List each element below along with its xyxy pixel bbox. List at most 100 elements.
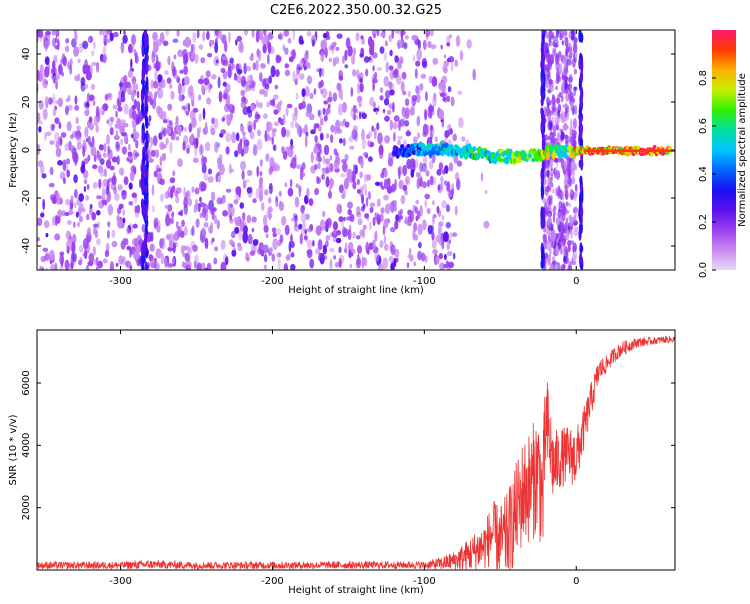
spectrogram-cell <box>89 207 93 216</box>
spectrogram-cell <box>128 43 133 54</box>
spectrogram-cell <box>413 261 417 267</box>
spectrogram-cell <box>554 43 559 48</box>
spectrogram-cell <box>456 160 463 167</box>
spectrogram-cell <box>54 233 61 241</box>
spectrogram-cell <box>347 209 352 216</box>
colorbar-tick-label: 0.8 <box>698 70 709 86</box>
spectrogram-cell <box>344 121 350 128</box>
spectrogram-cell <box>382 108 386 114</box>
spectrogram-cell <box>322 39 328 50</box>
spectrogram-cell <box>567 244 571 253</box>
spectrogram-cell <box>547 254 551 266</box>
spectrogram-cell <box>383 218 389 229</box>
spectrogram-cell <box>449 128 453 135</box>
spectrogram-cell <box>446 42 451 47</box>
spectrogram-streak <box>579 138 584 146</box>
spectrogram-cell <box>182 39 187 47</box>
spectrogram-cell <box>319 132 324 141</box>
spectrogram-cell <box>273 121 280 127</box>
spectrogram-cell <box>95 106 100 118</box>
spectrogram-cell <box>126 245 131 251</box>
spectrogram-cell <box>304 195 309 205</box>
snr-frame <box>36 329 676 571</box>
spectrogram-cell <box>347 45 353 57</box>
spectrogram-cell <box>260 250 265 257</box>
spectrogram-cell <box>191 186 195 193</box>
spectrogram-cell <box>165 234 172 240</box>
spectrogram-cell <box>97 165 104 174</box>
spectrogram-cell <box>441 81 446 94</box>
spectrogram-cell <box>551 182 554 188</box>
spectrogram-cell <box>342 161 348 173</box>
spectrogram-cell <box>390 244 396 256</box>
spectrogram-cell <box>561 40 565 46</box>
spectrogram-cell <box>48 182 55 188</box>
spectrogram-cell <box>563 255 567 263</box>
spectrogram-cell <box>573 230 579 237</box>
spectrogram-cell <box>229 206 235 217</box>
spectrogram-cell <box>61 71 64 77</box>
spectrogram-cell <box>37 217 43 227</box>
spectrogram-cell <box>571 253 576 265</box>
spectrogram-cell <box>59 138 63 146</box>
spectrogram-cell <box>210 127 216 136</box>
spectrogram-cell <box>442 231 449 243</box>
spectrogram-cell <box>77 221 81 228</box>
spectrogram-cell <box>549 132 555 137</box>
spectrogram-cell <box>564 79 568 90</box>
spectrogram-cell <box>376 66 383 72</box>
spectrogram-cell <box>184 253 191 263</box>
spectrogram-cell <box>175 187 182 194</box>
spectrogram-cell <box>167 246 174 252</box>
carrier-track-point <box>545 151 551 161</box>
spectrogram-cell <box>55 147 62 158</box>
spectrogram-cell <box>40 64 44 73</box>
spectrogram-cell <box>78 259 83 266</box>
spectrogram-cell <box>290 162 293 169</box>
spectrogram-heatmap <box>37 30 675 270</box>
spectrogram-streak <box>580 205 584 219</box>
spectrogram-cell <box>565 139 568 146</box>
spectrogram-cell <box>216 219 220 230</box>
spectrogram-cell <box>542 233 547 240</box>
spectrogram-cell <box>102 258 108 264</box>
spectrogram-cell <box>550 194 553 206</box>
spectrogram-cell <box>424 193 431 200</box>
spectrogram-cell <box>400 80 405 92</box>
spectrogram-cell <box>438 82 442 88</box>
spectrogram-cell <box>573 139 577 145</box>
spectrogram-cell <box>281 126 286 138</box>
spectrogram-cell <box>361 137 367 150</box>
spectrogram-cell <box>369 202 376 208</box>
spectrogram-cell <box>127 143 131 151</box>
spectrogram-streak <box>142 152 146 165</box>
spectrogram-cell <box>560 249 563 255</box>
spectrogram-cell <box>110 116 115 123</box>
spectrogram-cell <box>379 95 384 101</box>
spectrogram-cell <box>419 176 423 187</box>
spectrogram-cell <box>65 158 71 165</box>
spectrogram-cell <box>64 212 70 216</box>
spectrogram-cell <box>288 241 292 253</box>
spectrogram-cell <box>325 235 331 241</box>
spectrogram-cell <box>266 101 270 108</box>
spectrogram-cell <box>156 90 159 95</box>
spectrogram-cell <box>106 190 111 203</box>
spectrogram-cell <box>394 55 399 63</box>
spectrogram-cell <box>387 109 392 116</box>
spectrogram-cell <box>277 239 282 247</box>
spectrogram-cell <box>123 103 129 115</box>
spectrogram-cell <box>426 207 431 215</box>
spectrogram-cell <box>118 255 124 265</box>
spectrogram-cell <box>198 44 204 50</box>
spectrogram-cell <box>346 168 353 181</box>
spectrogram-cell <box>371 125 375 132</box>
spectrogram-cell <box>78 259 83 266</box>
spectrogram-cell <box>411 97 417 107</box>
spectrogram-cell <box>148 115 152 122</box>
spectrogram-cell <box>348 135 354 143</box>
spectrogram-streak <box>144 261 148 270</box>
spectrogram-cell <box>384 243 389 251</box>
spectrogram-cell <box>111 240 118 248</box>
carrier-track-point <box>458 147 463 153</box>
